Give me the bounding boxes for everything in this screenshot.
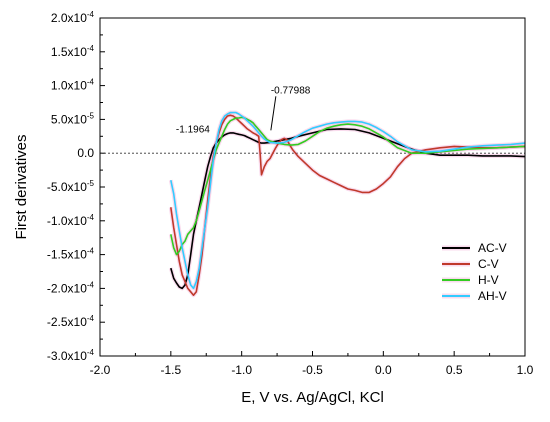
- series-line-ah-v: [170, 111, 526, 290]
- y-tick-label: -1.5x10-4: [47, 247, 95, 262]
- series-halo: [168, 115, 526, 257]
- x-tick-label: -1.0: [231, 363, 252, 377]
- x-axis-ticks: -2.0 -1.5 -1.0 -0.5 0.0 0.5 1.0: [90, 351, 534, 377]
- x-axis-title: E, V vs. Ag/AgCl, KCl: [241, 389, 384, 406]
- x-tick-label: -2.0: [90, 363, 111, 377]
- annotation-label: -1.1964: [176, 124, 210, 135]
- y-tick-label: 5.0x10-5: [51, 111, 95, 126]
- series-halo: [168, 110, 526, 291]
- legend-label: AH-V: [478, 289, 507, 303]
- y-tick-label: 2.0x10-4: [51, 10, 95, 25]
- x-tick-label: 0.5: [446, 363, 463, 377]
- series-halo: [168, 113, 526, 298]
- x-tick-label: 1.0: [517, 363, 534, 377]
- y-tick-label: -5.0x10-5: [47, 179, 95, 194]
- series-line-c-v: [170, 114, 526, 296]
- x-tick-label: -1.5: [160, 363, 181, 377]
- legend-label: C-V: [478, 257, 499, 271]
- x-tick-label: 0.0: [375, 363, 392, 377]
- series-line-h-v: [170, 116, 526, 256]
- plot-series: [168, 110, 526, 298]
- y-tick-label: 1.0x10-4: [51, 78, 95, 93]
- annotation-label: -0.77988: [271, 85, 311, 96]
- y-tick-label: -1.0x10-4: [47, 213, 95, 228]
- y-tick-label: -3.0x10-4: [47, 348, 95, 363]
- annotation-leader: [270, 96, 277, 131]
- annotations: -1.1964 -0.77988: [176, 85, 311, 135]
- legend-label: H-V: [478, 273, 499, 287]
- y-tick-label: -2.0x10-4: [47, 280, 95, 295]
- series-halo: [168, 126, 526, 291]
- legend-label: AC-V: [478, 241, 507, 255]
- series-line-ac-v: [170, 128, 526, 290]
- y-axis-title: First derivatives: [13, 134, 30, 239]
- y-axis-ticks: 2.0x10-4 1.5x10-4 1.0x10-4 5.0x10-5 0.0 -5.0x…: [47, 10, 105, 363]
- y-tick-label: -2.5x10-4: [47, 314, 95, 329]
- x-tick-label: -0.5: [302, 363, 323, 377]
- legend: AC-V C-V H-V AH-V: [442, 241, 507, 303]
- y-tick-label: 0.0: [77, 146, 94, 160]
- plot-frame: [99, 17, 526, 357]
- y-tick-label: 1.5x10-4: [51, 44, 95, 59]
